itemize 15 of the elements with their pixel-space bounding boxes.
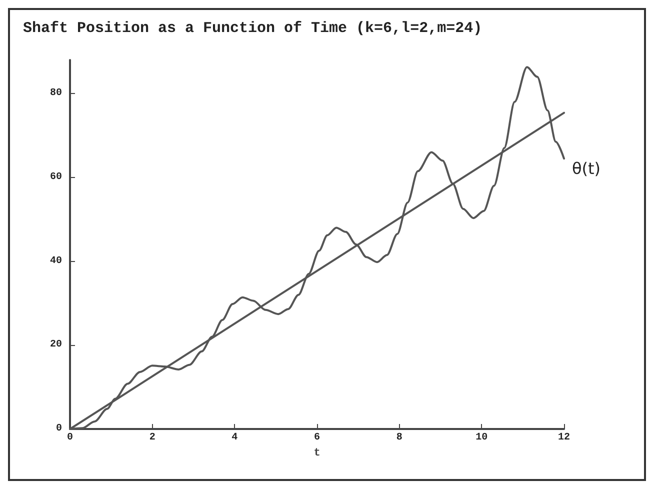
y-tick-label: 20 — [50, 340, 62, 351]
x-tick-label: 4 — [232, 432, 238, 444]
y-tick-label: 40 — [50, 256, 62, 267]
y-tick-label: 80 — [50, 88, 62, 100]
y-tick-label: 60 — [50, 172, 62, 183]
x-tick-label: 10 — [476, 432, 488, 444]
x-axis-title: t — [314, 447, 320, 460]
x-tick-label: 0 — [66, 432, 74, 444]
y-tick-label: 0 — [56, 424, 62, 434]
x-tick-label: 2 — [149, 432, 156, 444]
x-tick-label: 8 — [396, 432, 402, 444]
annotation: θ(t) — [572, 159, 601, 178]
x-tick-label: 6 — [314, 432, 320, 444]
chart-title: Shaft Position as a Function of Time (k=6,l=2,m=24) — [23, 20, 482, 37]
x-tick-label: 12 — [558, 432, 570, 444]
